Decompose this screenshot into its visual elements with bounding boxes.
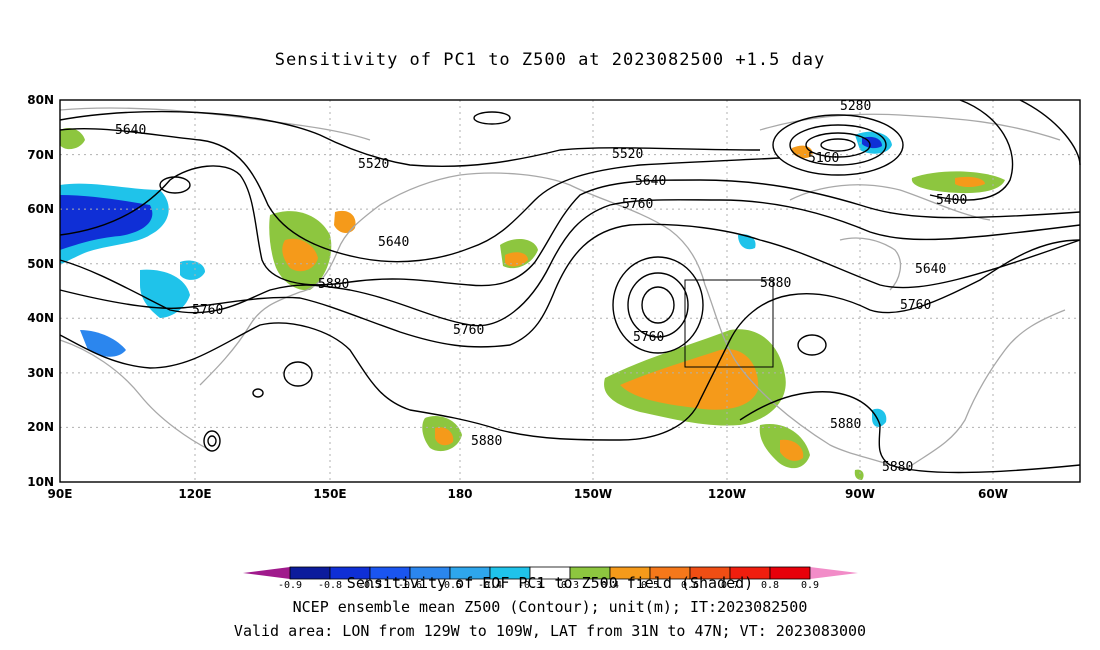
colorbar-high-arrow bbox=[810, 567, 858, 579]
shade-pos-hudson-strong bbox=[955, 176, 985, 187]
contour-label: 5760 bbox=[192, 303, 223, 318]
valid-area-box bbox=[684, 279, 774, 368]
shade-neg-asia-strong bbox=[60, 195, 153, 250]
contour-label: 5160 bbox=[808, 151, 839, 166]
contour-label: 5760 bbox=[900, 298, 931, 313]
shaded-regions bbox=[60, 128, 1005, 480]
shade-neg-asia-2 bbox=[140, 269, 190, 318]
contour-label: 5640 bbox=[635, 174, 666, 189]
lat-label: 30N bbox=[27, 366, 54, 380]
contour-label: 5640 bbox=[915, 262, 946, 277]
colorbar-tick-label: 0.7 bbox=[721, 580, 739, 591]
shade-pos-kamchatka-strong bbox=[282, 238, 318, 272]
shade-neg-asia-3 bbox=[80, 330, 126, 357]
lon-label: 90E bbox=[48, 487, 73, 501]
contour-label: 5880 bbox=[760, 276, 791, 291]
lat-label: 20N bbox=[27, 420, 54, 434]
lon-label: 120E bbox=[178, 487, 211, 501]
lat-labels: 80N 70N 60N 50N 40N 30N 20N 10N bbox=[27, 93, 54, 489]
lat-label: 10N bbox=[27, 475, 54, 489]
lat-label: 40N bbox=[27, 311, 54, 325]
coastlines bbox=[59, 107, 1066, 471]
lon-label: 60W bbox=[978, 487, 1008, 501]
lon-label: 120W bbox=[708, 487, 746, 501]
lon-labels: 90E 120E 150E 180 150W 120W 90W 60W bbox=[48, 487, 1008, 501]
map-frame bbox=[59, 99, 1081, 483]
contour-label: 5280 bbox=[840, 99, 871, 114]
caption-line-3: Valid area: LON from 129W to 109W, LAT f… bbox=[233, 622, 867, 640]
lat-label: 80N bbox=[27, 93, 54, 107]
colorbar-low-arrow bbox=[243, 567, 290, 579]
lat-label: 60N bbox=[27, 202, 54, 216]
shade-pos-gulf bbox=[854, 469, 864, 480]
lon-label: 90W bbox=[845, 487, 875, 501]
shade-pos-greenland-w bbox=[60, 128, 85, 150]
colorbar-tick-label: -0.9 bbox=[278, 580, 302, 591]
contour-label: 5880 bbox=[830, 417, 861, 432]
contour-label: 5760 bbox=[633, 330, 664, 345]
colorbar-tick-label: 0.9 bbox=[801, 580, 819, 591]
colorbar-tick-label: -0.6 bbox=[398, 580, 422, 591]
shade-pos-ep-strong bbox=[620, 349, 759, 410]
contour-label: 5880 bbox=[318, 277, 349, 292]
lat-label: 50N bbox=[27, 257, 54, 271]
colorbar-tick-label: 0.4 bbox=[601, 580, 619, 591]
contour-label: 5880 bbox=[882, 460, 913, 475]
colorbar-tick-label: -0.3 bbox=[518, 580, 542, 591]
shade-pos-mex-strong bbox=[780, 439, 804, 461]
colorbar-tick-label: -0.5 bbox=[438, 580, 462, 591]
colorbar-cells bbox=[289, 566, 811, 580]
colorbar-tick-label: -0.8 bbox=[318, 580, 342, 591]
colorbar-cell bbox=[769, 566, 811, 580]
colorbar-ticks: -0.9 -0.8 -0.7 -0.6 -0.5 -0.4 -0.3 0.3 0.4 0.5 0.6… bbox=[278, 580, 819, 591]
shade-neg-carib bbox=[872, 408, 887, 427]
z500-contours bbox=[59, 99, 1081, 474]
lon-label: 180 bbox=[447, 487, 472, 501]
colorbar-tick-label: -0.7 bbox=[358, 580, 382, 591]
colorbar: -0.9 -0.8 -0.7 -0.6 -0.5 -0.4 -0.3 0.3 0.4 0.5 0.6… bbox=[243, 566, 858, 591]
colorbar-tick-label: 0.3 bbox=[561, 580, 579, 591]
contour-label: 5880 bbox=[471, 434, 502, 449]
contour-label: 5640 bbox=[378, 235, 409, 250]
caption-line-1: Sensitivity of EOF PC1 to Z500 field (Sh… bbox=[346, 574, 754, 592]
gridlines bbox=[60, 100, 1080, 482]
shade-pos-small1 bbox=[334, 210, 356, 234]
caption-line-2: NCEP ensemble mean Z500 (Contour); unit(… bbox=[292, 598, 808, 616]
shade-pos-aleut-strong bbox=[505, 252, 528, 267]
contour-label: 5760 bbox=[453, 323, 484, 338]
lon-label: 150W bbox=[574, 487, 612, 501]
chart-title: Sensitivity of PC1 to Z500 at 2023082500… bbox=[274, 50, 826, 70]
shade-neg-asia-4 bbox=[180, 260, 205, 280]
colorbar-tick-label: 0.5 bbox=[641, 580, 659, 591]
lat-label: 70N bbox=[27, 148, 54, 162]
contour-label: 5640 bbox=[115, 123, 146, 138]
lon-label: 150E bbox=[313, 487, 346, 501]
colorbar-tick-label: -0.4 bbox=[478, 580, 502, 591]
colorbar-tick-label: 0.6 bbox=[681, 580, 699, 591]
contour-label: 5520 bbox=[612, 147, 643, 162]
contour-label: 5520 bbox=[358, 157, 389, 172]
contour-labels: 5640 5520 5520 5280 5160 5640 5760 5640 … bbox=[115, 99, 967, 475]
colorbar-tick-label: 0.8 bbox=[761, 580, 779, 591]
contour-label: 5400 bbox=[936, 193, 967, 208]
contour-label: 5760 bbox=[622, 197, 653, 212]
shade-pos-hawaii-strong bbox=[435, 427, 454, 446]
